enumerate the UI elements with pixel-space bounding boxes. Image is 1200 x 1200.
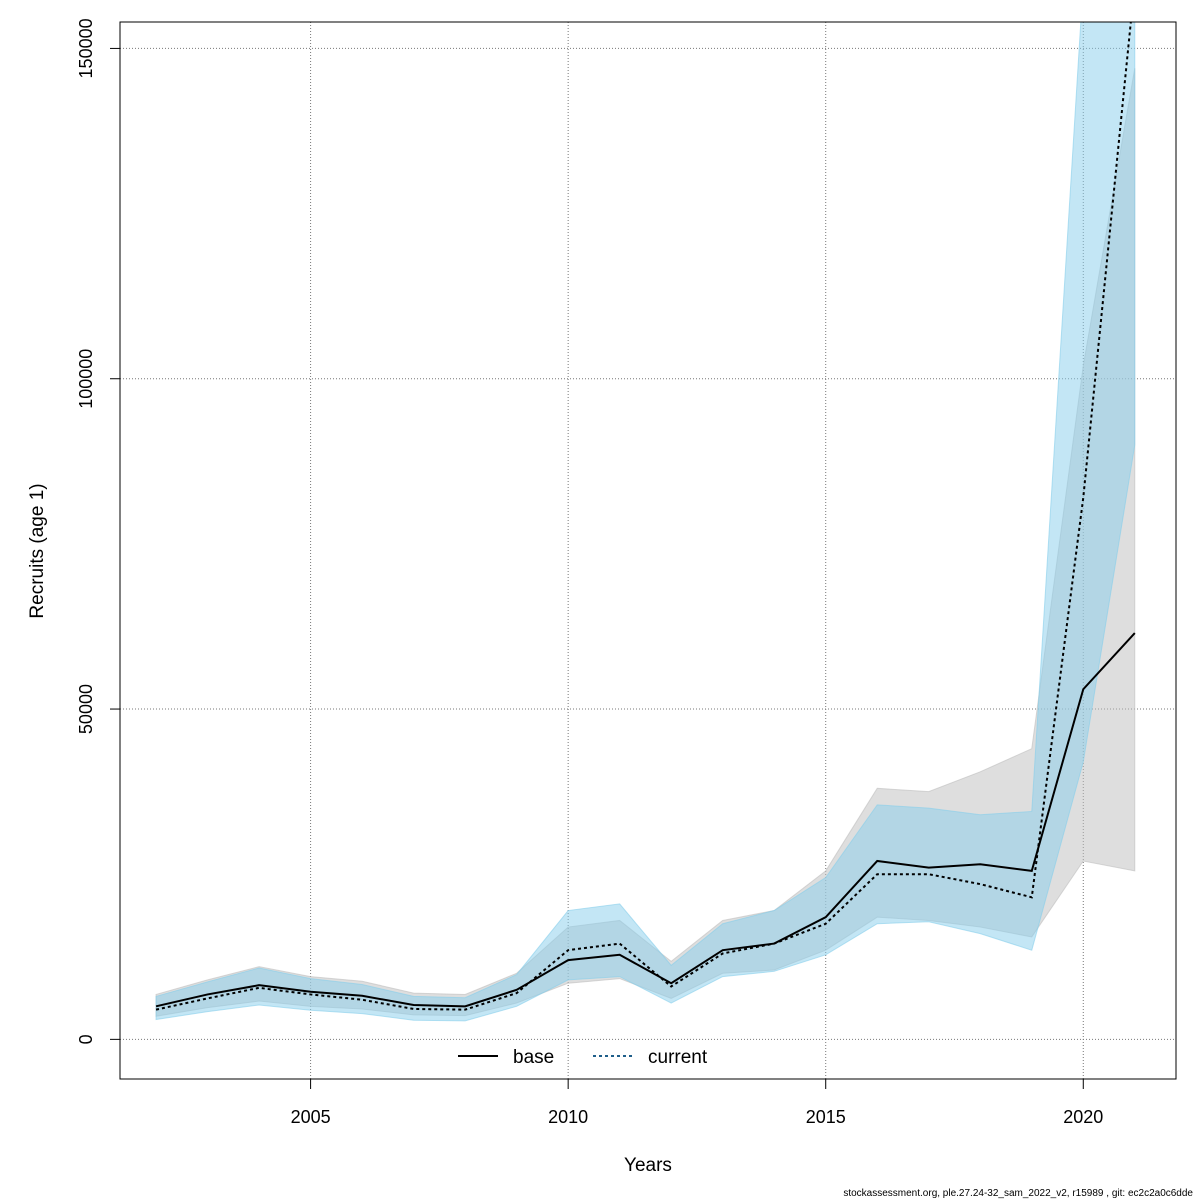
y-tick-label-50000: 50000 (76, 684, 96, 734)
x-tick-label-2005: 2005 (291, 1107, 331, 1127)
footer-note: stockassessment.org, ple.27.24-32_sam_20… (843, 1188, 1193, 1199)
y-axis: 0 50000 100000 150000 (76, 18, 120, 1044)
legend: base current (458, 1047, 708, 1068)
x-tick-label-2010: 2010 (548, 1107, 588, 1127)
y-axis-title: Recruits (age 1) (27, 483, 48, 618)
y-tick-label-150000: 150000 (76, 18, 96, 78)
y-tick-label-100000: 100000 (76, 349, 96, 409)
x-axis: 2005 2010 2015 2020 (291, 1079, 1103, 1127)
x-tick-label-2015: 2015 (806, 1107, 846, 1127)
legend-label-current: current (648, 1047, 708, 1068)
x-tick-label-2020: 2020 (1063, 1107, 1103, 1127)
legend-label-base: base (513, 1047, 554, 1068)
series-lines (155, 22, 1136, 1011)
series-line-base (155, 632, 1136, 1008)
confidence-band-current (155, 22, 1136, 1022)
series-line-current (155, 22, 1132, 1011)
y-tick-label-0: 0 (76, 1034, 96, 1044)
confidence-bands (155, 22, 1136, 1022)
plot-frame (119, 21, 1177, 1080)
x-axis-title: Years (624, 1155, 672, 1176)
